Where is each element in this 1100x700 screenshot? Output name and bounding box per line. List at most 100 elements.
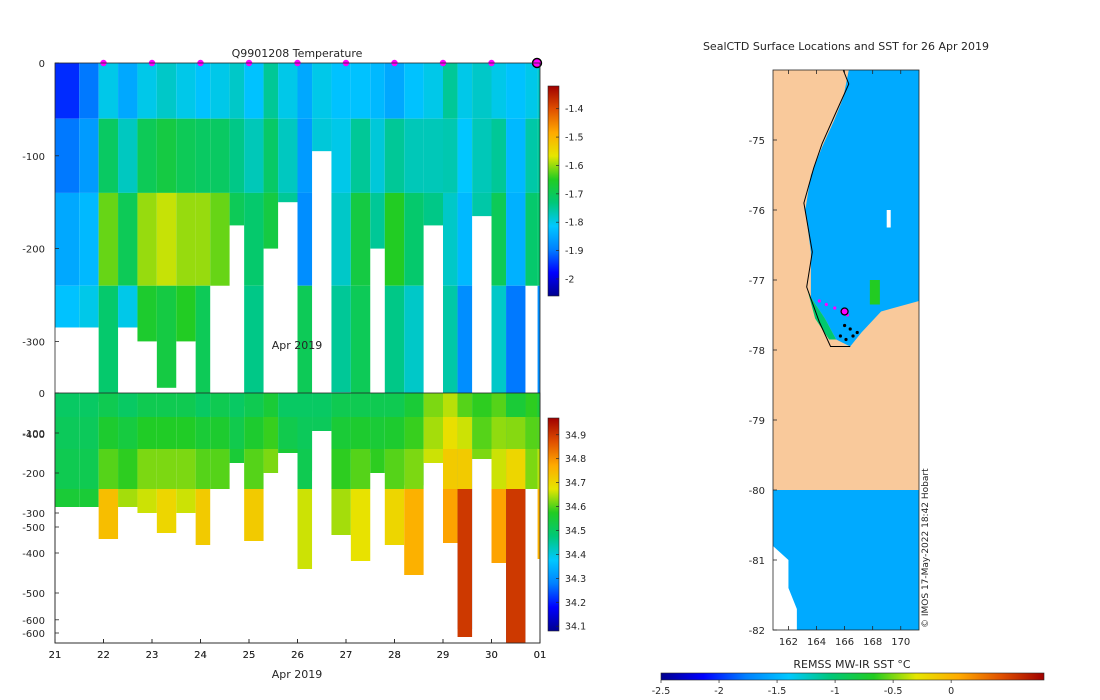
salinity-xlabel: Apr 2019 <box>272 668 323 681</box>
x-tick-label: 23 <box>146 650 159 661</box>
profile-cell <box>244 393 264 417</box>
temperature-title: Q9901208 Temperature <box>232 47 363 60</box>
profile-cell <box>537 285 540 449</box>
map-y-tick-label: -79 <box>749 416 765 427</box>
profile-cell <box>98 63 119 119</box>
profile-cell <box>244 118 264 193</box>
profile-cell <box>312 417 332 431</box>
profile-cell <box>331 449 351 489</box>
profile-cell <box>491 449 507 489</box>
profile-cell <box>79 393 99 417</box>
profile-cell <box>118 63 138 119</box>
x-tick-label: 21 <box>49 650 62 661</box>
profile-cell <box>137 417 157 449</box>
colorbar-tick-label: -1.6 <box>565 161 584 172</box>
profile-cell <box>244 192 264 286</box>
seal-location <box>817 299 821 303</box>
profile-cell <box>384 449 405 489</box>
profile-cell <box>98 192 119 286</box>
profile-cell <box>506 118 526 193</box>
profile-cell <box>176 192 196 286</box>
profile-cell <box>195 285 211 416</box>
profile-cell <box>350 63 371 119</box>
sst-map-panel: SealCTD Surface Locations and SST for 26… <box>652 40 1045 697</box>
salinity-x-ticks: 21 22 23 24 25 26 27 28 29 30 01 <box>49 639 546 661</box>
map-title: SealCTD Surface Locations and SST for 26… <box>703 40 989 53</box>
sst-colorbar-tick-label: -1 <box>830 686 839 697</box>
profile-cell <box>176 489 196 513</box>
profile-cell <box>210 417 230 449</box>
profile-cell <box>491 393 507 417</box>
x-tick-label: 30 <box>485 650 498 661</box>
profile-cell <box>98 285 119 402</box>
profile-cell <box>404 417 424 449</box>
seal-location <box>844 337 848 342</box>
profile-cell <box>156 417 177 449</box>
profile-cell <box>443 63 458 119</box>
profile-cell <box>229 192 245 226</box>
profile-cell <box>443 192 458 286</box>
profile-cell <box>278 393 298 417</box>
seal-location <box>833 306 837 310</box>
no-data-patch <box>886 210 891 228</box>
y-tick-label: 0 <box>39 59 45 70</box>
profile-cell <box>244 63 264 119</box>
profile-cell <box>384 489 405 545</box>
map-y-tick-label: -81 <box>749 556 765 567</box>
profile-cell <box>457 118 473 193</box>
profile-cell <box>370 417 385 449</box>
colorbar-tick-label: -1.7 <box>565 189 584 200</box>
x-tick-label: 29 <box>437 650 450 661</box>
profile-cell <box>312 63 332 119</box>
map-y-tick-label: -76 <box>749 206 765 217</box>
profile-cell <box>370 63 385 119</box>
colorbar-tick-label: -1.8 <box>565 218 584 229</box>
map-y-ticks: -75 -76 -77 -78 -79 -80 -81 -82 <box>749 136 777 637</box>
x-tick-label: 24 <box>194 650 207 661</box>
profile-cell <box>79 192 99 286</box>
profile-cell <box>525 417 538 449</box>
salinity-y-ticks: 0 -100 -200 -300 -400 -500 -600 <box>22 389 59 640</box>
profile-cell <box>331 118 351 193</box>
profile-cell <box>263 118 279 193</box>
sst-colorbar-tick-label: -2.5 <box>652 686 671 697</box>
profile-cell <box>506 393 526 417</box>
colorbar-tick-label: 34.1 <box>565 622 586 633</box>
profile-cell <box>350 417 371 449</box>
colorbar-tick-label: 34.6 <box>565 502 586 513</box>
profile-cell <box>491 192 507 286</box>
profile-cell <box>472 63 492 119</box>
profile-cell <box>229 417 245 449</box>
map-x-tick-label: 166 <box>835 637 854 648</box>
sst-colorbar <box>660 672 1045 681</box>
profile-cell <box>443 449 458 489</box>
colorbar-tick-label: 34.9 <box>565 430 586 441</box>
profile-cell <box>79 118 99 193</box>
profile-cell <box>423 118 443 193</box>
coastal-water <box>806 287 837 340</box>
profile-cell <box>118 449 138 489</box>
colorbar-tick-label: 34.7 <box>565 478 586 489</box>
profile-cell <box>443 118 458 193</box>
profile-cell <box>55 393 80 417</box>
profile-cell <box>525 449 538 489</box>
profile-cell <box>350 118 371 193</box>
map-x-tick-label: 168 <box>863 637 882 648</box>
profile-cell <box>156 393 177 417</box>
profile-cell <box>244 285 264 407</box>
profile-cell <box>312 118 332 152</box>
profile-cell <box>404 449 424 489</box>
x-tick-label: 27 <box>340 650 353 661</box>
profile-cell <box>537 489 540 559</box>
current-seal-location <box>840 307 849 316</box>
profile-cell <box>176 449 196 489</box>
profile-cell <box>537 393 540 417</box>
profile-cell <box>491 417 507 449</box>
warm-patch <box>869 280 880 305</box>
profile-cell <box>137 449 157 489</box>
seal-location <box>824 302 828 307</box>
profile-cell <box>297 417 313 449</box>
y-tick-label: 0 <box>39 389 45 400</box>
profile-cell <box>55 192 80 286</box>
map-x-ticks: 162 164 166 168 170 <box>779 70 910 648</box>
